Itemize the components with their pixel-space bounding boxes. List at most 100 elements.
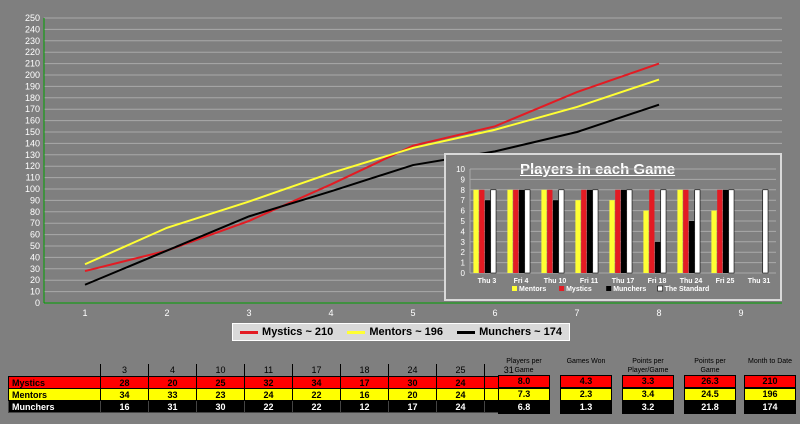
- stat-players-per-game: Players per Game 8.0 7.3 6.8: [498, 357, 550, 414]
- bar-mystics: [479, 189, 485, 273]
- row-name: Mentors: [8, 388, 101, 401]
- stat-value-mentors: 7.3: [498, 388, 550, 401]
- x-tick-label: 3: [246, 308, 251, 318]
- x-tick-label: 9: [738, 308, 743, 318]
- y-tick-label: 30: [30, 264, 40, 274]
- bar-munchers: [620, 189, 627, 273]
- y-tick-label: 210: [25, 59, 40, 69]
- row-name: Mystics: [8, 376, 101, 389]
- inset-legend-swatch: [606, 286, 612, 291]
- legend-swatch-mystics: [240, 330, 259, 334]
- stat-value-mystics: 8.0: [498, 375, 550, 388]
- inset-legend-swatch: [559, 286, 565, 291]
- table-header-blank: [9, 364, 101, 377]
- bar-the-standard: [694, 189, 701, 274]
- bar-mystics: [513, 189, 519, 273]
- bar-the-standard: [490, 189, 497, 274]
- bar-munchers: [484, 200, 491, 273]
- y-tick-label: 90: [30, 195, 40, 205]
- table-cell: 32: [244, 376, 293, 389]
- bar-the-standard: [728, 189, 735, 274]
- bar-mystics: [683, 189, 689, 273]
- stat-value-mystics: 3.3: [622, 375, 674, 388]
- inset-y-tick: 10: [456, 165, 465, 174]
- stat-points-per-game: Points per Game 26.3 24.5 21.8: [684, 357, 736, 414]
- stat-label: Points per Game: [694, 358, 726, 374]
- score-table: 3 4 10 11 17 18 24 25 31 Mystics 28 20 2…: [8, 364, 533, 413]
- bar-the-standard: [524, 189, 531, 274]
- stat-label: Month to Date: [748, 358, 792, 365]
- table-header-cell: 3: [100, 364, 149, 377]
- y-tick-label: 120: [25, 161, 40, 171]
- bar-mentors: [643, 210, 649, 273]
- stat-value-mentors: 3.4: [622, 388, 674, 401]
- bar-mentors: [609, 200, 615, 273]
- inset-y-tick: 9: [461, 175, 466, 184]
- table-header-cell: 31: [484, 364, 533, 377]
- inset-x-tick: Fri 4: [514, 278, 529, 285]
- bar-mystics: [649, 189, 655, 273]
- stat-value-munchers: 174: [744, 401, 796, 414]
- y-tick-label: 240: [25, 24, 40, 34]
- y-tick-label: 50: [30, 241, 40, 251]
- inset-legend-label: Mystics: [566, 286, 592, 293]
- y-tick-label: 130: [25, 150, 40, 160]
- bar-the-standard: [660, 189, 667, 274]
- table-header-cell: 24: [388, 364, 437, 377]
- legend-swatch-mentors: [347, 330, 366, 334]
- stat-value-munchers: 3.2: [622, 401, 674, 414]
- y-tick-label: 60: [30, 230, 40, 240]
- table-cell: 24: [436, 388, 485, 401]
- table-cell: 17: [340, 376, 389, 389]
- inset-y-tick: 3: [461, 238, 466, 247]
- bar-mystics: [581, 189, 587, 273]
- inset-y-tick: 4: [461, 227, 466, 236]
- inset-x-tick: Thu 17: [612, 278, 635, 285]
- bar-munchers: [654, 241, 661, 273]
- bar-the-standard: [558, 189, 565, 274]
- y-tick-label: 20: [30, 275, 40, 285]
- table-header-cell: 11: [244, 364, 293, 377]
- table-cell: 20: [388, 388, 437, 401]
- stat-label: Points per Player/Game: [627, 358, 669, 374]
- x-tick-label: 6: [492, 308, 497, 318]
- inset-y-tick: 7: [461, 196, 466, 205]
- bar-mentors: [507, 189, 513, 273]
- legend-item-mentors: Mentors ~ 196: [347, 326, 443, 338]
- table-header-row: 3 4 10 11 17 18 24 25 31: [9, 364, 533, 377]
- legend-item-mystics: Mystics ~ 210: [240, 326, 333, 338]
- table-header-cell: 25: [436, 364, 485, 377]
- inset-y-tick: 2: [461, 248, 466, 257]
- bar-mentors: [711, 210, 717, 273]
- table-header-cell: 10: [196, 364, 245, 377]
- main-legend: Mystics ~ 210 Mentors ~ 196 Munchers ~ 1…: [232, 323, 570, 341]
- y-tick-label: 150: [25, 127, 40, 137]
- table-row-mystics: Mystics 28 20 25 32 34 17 30 24: [8, 376, 533, 389]
- table-cell: 24: [244, 388, 293, 401]
- bar-munchers: [688, 221, 695, 273]
- table-header-cell: 18: [340, 364, 389, 377]
- table-cell: 12: [340, 400, 389, 413]
- y-tick-label: 230: [25, 36, 40, 46]
- inset-legend-swatch: [512, 286, 517, 291]
- bar-the-standard: [592, 189, 599, 274]
- bar-mentors: [473, 189, 479, 273]
- inset-legend-swatch: [657, 285, 663, 292]
- players-inset-chart: Players in each Game 0 1 2 3 4 5 6 7 8 9 10 Thu 3 Fr…: [444, 153, 782, 301]
- main-line-chart: 0102030405060708090100110120130140150160…: [25, 13, 782, 318]
- legend-label-munchers: Munchers ~ 174: [479, 326, 562, 338]
- stat-label: Games Won: [566, 358, 606, 365]
- table-cell: 24: [436, 376, 485, 389]
- y-tick-label: 80: [30, 207, 40, 217]
- series-line-munchers: [84, 103, 660, 286]
- table-cell: 34: [100, 388, 149, 401]
- bar-mystics: [547, 189, 553, 273]
- legend-swatch-munchers: [457, 330, 476, 334]
- table-cell: 31: [148, 400, 197, 413]
- bar-munchers: [586, 189, 593, 273]
- table-header-cell: 4: [148, 364, 197, 377]
- inset-legend-label: Mentors: [519, 286, 546, 293]
- table-cell: 22: [292, 400, 341, 413]
- stat-value-mentors: 196: [744, 388, 796, 401]
- inset-x-tick: Thu 31: [748, 278, 771, 285]
